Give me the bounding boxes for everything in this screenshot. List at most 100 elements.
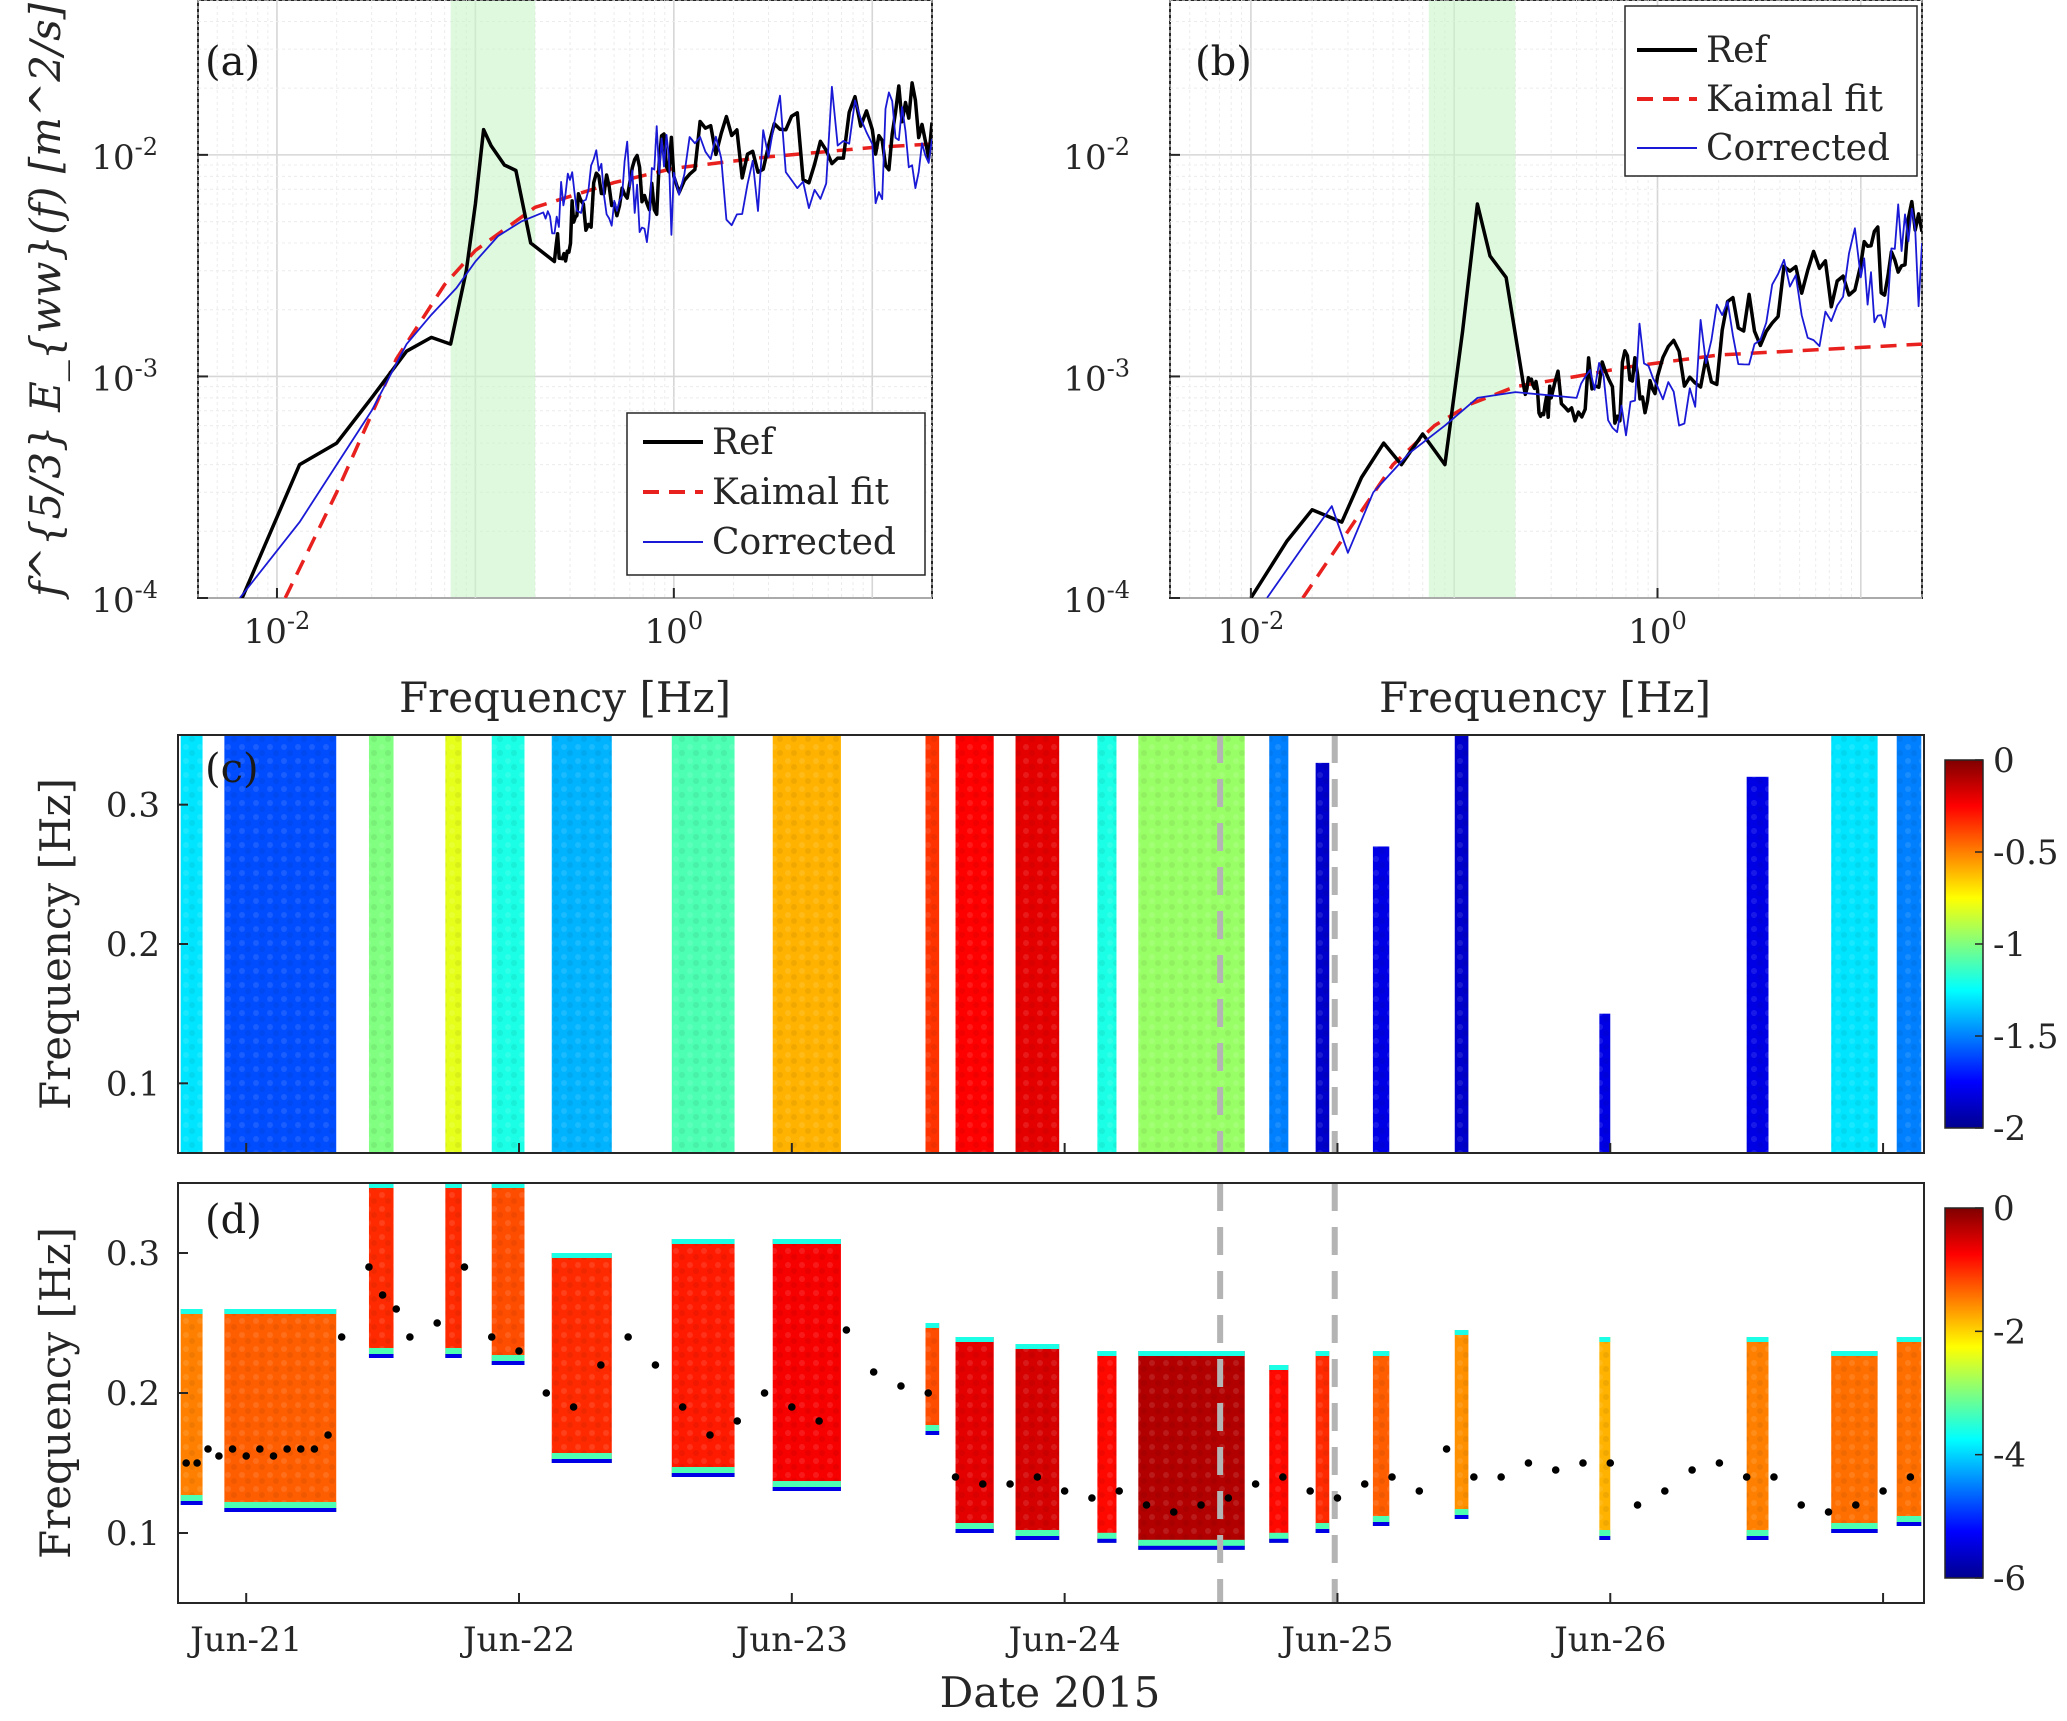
series-a	[239, 81, 932, 598]
heatmap-texture	[491, 735, 525, 1153]
peak-dot	[1279, 1473, 1287, 1481]
heatmap-texture	[1454, 735, 1469, 1153]
heatmap-edge	[1015, 1344, 1060, 1349]
heatmap-edge	[1599, 1337, 1611, 1342]
colorbar-tick-label: -2	[1993, 1109, 2026, 1149]
x-tick-label: 10-2	[244, 607, 311, 652]
heatmap-edge	[1269, 1532, 1289, 1543]
xlabel-b: Frequency [Hz]	[1379, 673, 1711, 722]
heatmap-texture	[491, 1183, 525, 1365]
legend-a: Ref Kaimal fit Corrected	[626, 412, 926, 576]
peak-dot	[1115, 1487, 1124, 1495]
peak-dot	[1715, 1459, 1724, 1467]
peak-dot	[487, 1333, 496, 1341]
heatmap-edge	[224, 1309, 337, 1314]
heatmap-edge	[368, 1348, 394, 1358]
shaded-frequency-band	[1428, 1, 1516, 597]
y-tick-label: 10-2	[91, 133, 158, 178]
peak-dot	[624, 1333, 632, 1341]
heatmap-texture	[671, 735, 735, 1153]
x-tick-label: Jun-23	[733, 1620, 848, 1660]
heatmap-texture	[955, 1337, 994, 1533]
heatmap-edge	[1896, 1337, 1922, 1342]
colorbar-tick-label: -0.5	[1993, 833, 2059, 873]
heatmap-edge	[1746, 1536, 1769, 1540]
heatmap-edge	[772, 1487, 841, 1491]
heatmap-edge	[1138, 1539, 1245, 1550]
peak-dot	[1442, 1445, 1451, 1453]
y-tick-label: 10-2	[1063, 133, 1130, 178]
heatmap-texture	[671, 1239, 735, 1477]
peak-dot	[569, 1403, 578, 1411]
heatmap-texture	[445, 735, 462, 1153]
x-tick-label: Jun-26	[1551, 1620, 1666, 1660]
shaded-band-b	[1428, 1, 1516, 597]
heatmap-edge	[551, 1459, 612, 1463]
heatmap-edge	[1315, 1351, 1330, 1356]
peak-dot	[283, 1445, 291, 1453]
heatmap-edge	[491, 1355, 525, 1365]
heatmap-edge	[955, 1337, 994, 1342]
heatmap-edge	[180, 1495, 203, 1505]
heatmap-texture	[551, 735, 612, 1153]
heatmap-texture	[224, 1309, 337, 1512]
peak-dot	[951, 1473, 960, 1481]
legend-label-kaimal: Kaimal fit	[712, 472, 889, 513]
heatmap-texture	[445, 1183, 462, 1358]
y-tick-label: 10-4	[91, 576, 158, 621]
colorbar-tick-label: 0	[1993, 1189, 2015, 1229]
peak-dot	[1688, 1466, 1696, 1474]
ylabel-a: f^{5/3} E_{ww}(f) [m^2/s]	[21, 2, 70, 600]
legend-label-corrected-b: Corrected	[1706, 128, 1890, 169]
heatmap-edge	[1454, 1515, 1469, 1519]
heatmap-edge	[1269, 1365, 1289, 1370]
heatmap-edge	[925, 1323, 940, 1328]
heatmap-edge	[1372, 1516, 1390, 1526]
heatmap-texture	[1097, 735, 1117, 1153]
heatmap-edge	[1454, 1330, 1469, 1335]
heatmap-edge	[1138, 1545, 1245, 1550]
peak-dot	[1060, 1487, 1069, 1495]
heatmap-texture	[1138, 735, 1245, 1153]
colorbar-tick-label: -6	[1993, 1559, 2026, 1599]
heatmap-edge	[224, 1502, 337, 1512]
panel-label-d: (d)	[205, 1197, 262, 1243]
ticks-c: 0.1 0.2 0.3	[106, 786, 1885, 1153]
y-tick-label: 0.1	[106, 1064, 160, 1104]
panel-b: 10-2 100 10-4 10-3 10-2 (b) Frequency [Hz] R…	[1063, 0, 1923, 722]
heatmap-edge	[1599, 1536, 1611, 1540]
heatmap-edge	[671, 1239, 735, 1244]
y-tick-label: 0.3	[106, 1234, 160, 1274]
heatmap-edge	[955, 1529, 994, 1533]
peak-dot	[1661, 1487, 1669, 1495]
peak-dot	[337, 1333, 346, 1341]
heatmap-edge	[1454, 1509, 1469, 1519]
heatmap-texture	[1599, 1337, 1611, 1540]
peak-dot	[1470, 1473, 1478, 1481]
heatmap-texture	[224, 735, 337, 1153]
peak-dot	[597, 1361, 605, 1369]
heatmap-texture	[925, 1323, 940, 1435]
heatmap-texture	[180, 735, 203, 1153]
heatmap-edge	[368, 1183, 394, 1188]
colorbar-c: 0 -0.5 -1 -1.5 -2	[1944, 741, 2059, 1149]
heatmap-texture	[1097, 1351, 1117, 1543]
heatmap-texture	[955, 735, 994, 1153]
panel-c: 0.1 0.2 0.3 (c) Frequency [Hz] 0 -0.5 -1 -1.5…	[31, 734, 2059, 1154]
heatmap-texture	[1746, 776, 1769, 1153]
heatmap-texture	[1372, 1351, 1390, 1526]
colorbar-tick-label: -2	[1993, 1312, 2026, 1352]
heatmap-edge	[491, 1183, 525, 1188]
heatmap-texture	[1015, 1344, 1060, 1540]
peak-dot	[706, 1431, 714, 1439]
heatmap-texture	[368, 735, 394, 1153]
peak-dot	[651, 1361, 660, 1369]
heatmap-texture	[1269, 1365, 1289, 1543]
heatmap-texture	[1896, 735, 1922, 1153]
peak-dot	[1088, 1494, 1096, 1502]
peak-dot	[365, 1263, 373, 1271]
x-tick-label: Jun-21	[187, 1620, 302, 1660]
series-ref	[1249, 199, 1922, 598]
peak-dot	[228, 1445, 237, 1453]
